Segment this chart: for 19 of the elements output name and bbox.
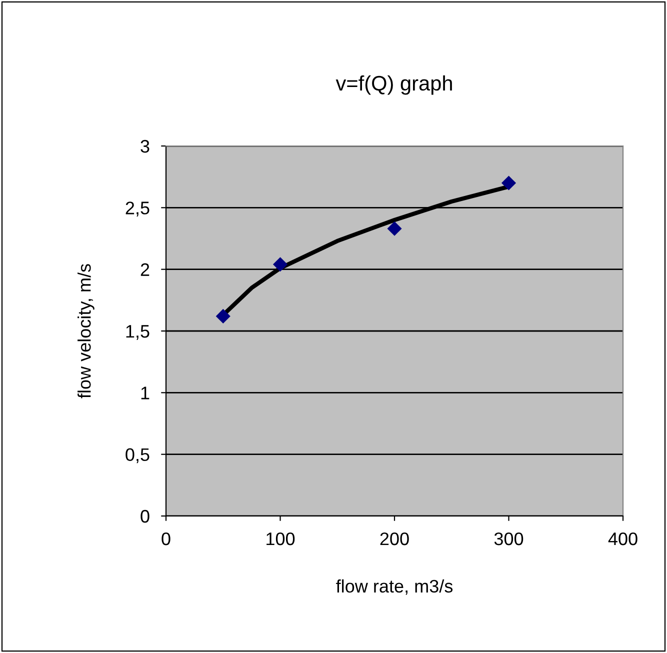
chart-title: v=f(Q) graph [336, 75, 452, 95]
y-tick-label: 2 [140, 263, 150, 276]
point [216, 308, 230, 324]
point [272, 257, 288, 272]
point [501, 176, 516, 190]
x-axis-title: flow rate, m3/s [336, 579, 453, 595]
x-tick-label: 400 [608, 532, 638, 546]
y-tick-label: 0,5 [126, 448, 150, 464]
y-tick-label: 1 [141, 386, 150, 400]
y-tick-label: 2,5 [126, 202, 150, 217]
y-axis-title: flow velocity, m/s [78, 264, 94, 398]
x-tick-label: 300 [494, 532, 524, 546]
x-tick-label: 100 [266, 532, 295, 546]
y-tick-label: 0 [140, 510, 150, 523]
x-tick-label: 0 [162, 532, 170, 546]
y-tick-label: 1,5 [126, 325, 150, 340]
x-tick-label: 200 [380, 532, 409, 546]
y-tick-label: 3 [140, 140, 150, 153]
point [387, 221, 402, 236]
